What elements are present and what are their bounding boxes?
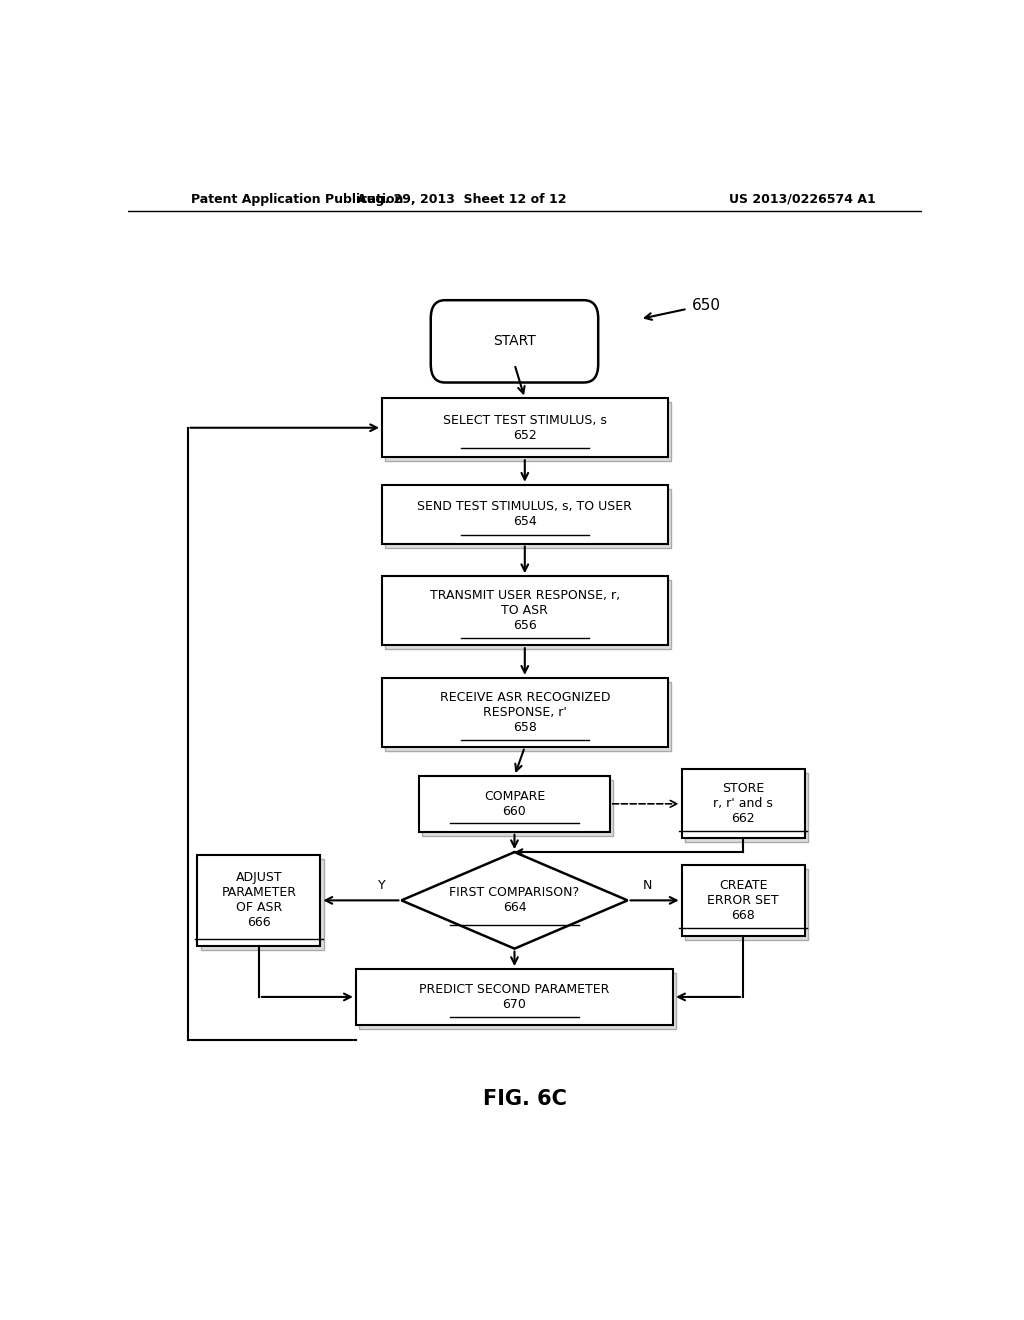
FancyBboxPatch shape (385, 488, 671, 548)
FancyBboxPatch shape (359, 973, 677, 1030)
Bar (382, 677, 668, 747)
FancyBboxPatch shape (201, 859, 324, 950)
Text: RECEIVE ASR RECOGNIZED
RESPONSE, r'
658: RECEIVE ASR RECOGNIZED RESPONSE, r' 658 (439, 690, 610, 734)
Bar (355, 969, 673, 1024)
Text: PREDICT SECOND PARAMETER
670: PREDICT SECOND PARAMETER 670 (419, 983, 609, 1011)
Bar (382, 399, 668, 457)
FancyBboxPatch shape (685, 774, 808, 842)
Text: CREATE
ERROR SET
668: CREATE ERROR SET 668 (708, 879, 779, 921)
Text: Aug. 29, 2013  Sheet 12 of 12: Aug. 29, 2013 Sheet 12 of 12 (356, 193, 566, 206)
FancyBboxPatch shape (385, 581, 671, 649)
Text: 650: 650 (691, 298, 721, 313)
Bar (682, 770, 805, 838)
Bar (382, 484, 668, 544)
Text: TRANSMIT USER RESPONSE, r,
TO ASR
656: TRANSMIT USER RESPONSE, r, TO ASR 656 (430, 589, 620, 632)
Text: US 2013/0226574 A1: US 2013/0226574 A1 (729, 193, 876, 206)
Text: Patent Application Publication: Patent Application Publication (191, 193, 403, 206)
Text: START: START (494, 334, 536, 348)
Bar (419, 776, 609, 832)
FancyBboxPatch shape (385, 403, 671, 461)
Bar (682, 865, 805, 936)
FancyBboxPatch shape (431, 300, 598, 383)
Bar (382, 576, 668, 645)
Polygon shape (401, 853, 628, 949)
Text: FIG. 6C: FIG. 6C (483, 1089, 566, 1109)
FancyBboxPatch shape (685, 869, 808, 940)
FancyBboxPatch shape (423, 780, 613, 836)
Text: STORE
r, r' and s
662: STORE r, r' and s 662 (713, 783, 773, 825)
Text: FIRST COMPARISON?
664: FIRST COMPARISON? 664 (450, 886, 580, 915)
Text: N: N (643, 879, 652, 891)
Text: SELECT TEST STIMULUS, s
652: SELECT TEST STIMULUS, s 652 (442, 413, 607, 442)
Text: ADJUST
PARAMETER
OF ASR
666: ADJUST PARAMETER OF ASR 666 (221, 871, 296, 929)
Text: SEND TEST STIMULUS, s, TO USER
654: SEND TEST STIMULUS, s, TO USER 654 (418, 500, 632, 528)
Bar (198, 854, 321, 946)
FancyBboxPatch shape (385, 682, 671, 751)
Text: COMPARE
660: COMPARE 660 (484, 789, 545, 818)
Text: Y: Y (378, 879, 385, 891)
